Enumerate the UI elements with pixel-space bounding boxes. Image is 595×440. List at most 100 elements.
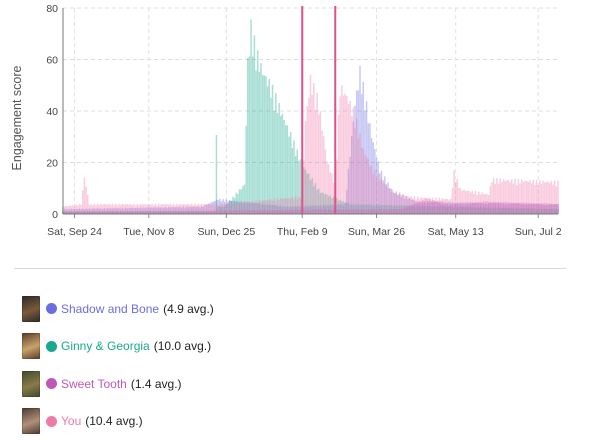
bar — [322, 193, 325, 214]
bar — [240, 201, 242, 214]
legend-item-ginny-and-georgia[interactable]: Ginny & Georgia (10.0 avg.) — [22, 328, 562, 366]
bar — [395, 209, 398, 214]
bar — [293, 206, 295, 214]
bar — [392, 206, 394, 214]
bar — [200, 203, 203, 214]
bar — [68, 209, 71, 214]
bar — [349, 156, 351, 214]
bar — [407, 206, 409, 214]
bar — [384, 209, 386, 214]
bar — [341, 201, 343, 214]
bar — [298, 210, 300, 214]
bar — [484, 193, 487, 214]
bar — [230, 210, 233, 214]
bar — [156, 207, 158, 214]
bar — [316, 93, 318, 214]
bar — [530, 183, 533, 214]
bar — [141, 208, 143, 214]
bar — [247, 210, 249, 214]
bar — [128, 211, 130, 214]
bar — [139, 207, 142, 214]
bar — [110, 208, 112, 214]
bar — [385, 205, 388, 214]
bar — [148, 203, 150, 214]
legend-item-sweet-tooth[interactable]: Sweet Tooth (1.4 avg.) — [22, 365, 562, 403]
bar — [374, 206, 376, 214]
bar — [529, 180, 531, 214]
bar — [278, 206, 280, 214]
legend-item-shadow-and-bone[interactable]: Shadow and Bone (4.9 avg.) — [22, 290, 562, 328]
bar — [65, 209, 68, 214]
bar — [440, 206, 442, 214]
bar — [235, 201, 237, 214]
bar — [200, 206, 203, 214]
bar — [247, 57, 249, 214]
bar — [252, 210, 254, 214]
bar — [153, 211, 155, 214]
bar — [120, 211, 122, 214]
bar — [402, 209, 404, 214]
bar — [63, 211, 66, 214]
bar — [225, 203, 228, 214]
bar — [443, 206, 445, 214]
bar — [186, 206, 188, 214]
bar — [324, 209, 327, 214]
bar — [491, 202, 493, 214]
bar — [364, 110, 366, 214]
bar — [194, 210, 196, 214]
bar — [337, 209, 340, 214]
bar — [159, 211, 162, 214]
bar — [425, 203, 427, 214]
bar — [108, 211, 110, 214]
bar — [101, 209, 104, 214]
bar — [194, 211, 196, 214]
bar — [245, 203, 247, 214]
bar — [402, 193, 404, 214]
legend-item-you[interactable]: You (10.4 avg.) — [22, 403, 562, 440]
bar — [525, 202, 528, 214]
bar — [410, 199, 412, 214]
bar — [492, 208, 495, 214]
bar — [393, 193, 396, 214]
series-shadow-and-bone — [62, 65, 559, 214]
bar — [517, 208, 520, 214]
bar — [458, 203, 460, 214]
bar — [355, 118, 358, 214]
bar — [281, 113, 284, 214]
bar — [233, 200, 236, 214]
bar — [202, 210, 204, 214]
bar — [80, 211, 82, 214]
bar — [261, 199, 264, 214]
bar — [240, 210, 242, 214]
bar — [73, 211, 76, 214]
bar — [161, 211, 163, 214]
bar — [341, 209, 343, 214]
bar — [276, 205, 279, 214]
bar — [402, 205, 404, 214]
x-tick-label: Sat, May 13 — [428, 226, 484, 238]
bar — [207, 210, 209, 214]
bar — [172, 210, 175, 214]
poster-thumbnail — [22, 295, 40, 322]
bar — [195, 207, 198, 214]
bar — [483, 194, 485, 214]
bar — [255, 203, 257, 214]
bar — [233, 210, 236, 214]
bar — [105, 204, 107, 214]
bar — [281, 206, 284, 214]
bar — [120, 204, 122, 214]
bar — [273, 205, 275, 214]
bar — [72, 204, 74, 214]
bar — [210, 204, 213, 214]
bar — [486, 194, 488, 214]
bar — [421, 205, 424, 214]
bar — [207, 204, 209, 214]
bar — [545, 181, 548, 214]
bar — [283, 198, 285, 214]
bar — [497, 183, 500, 214]
bar — [96, 211, 99, 214]
bar — [220, 204, 223, 214]
bar — [139, 203, 142, 214]
bar — [451, 188, 454, 214]
bar — [309, 209, 312, 214]
